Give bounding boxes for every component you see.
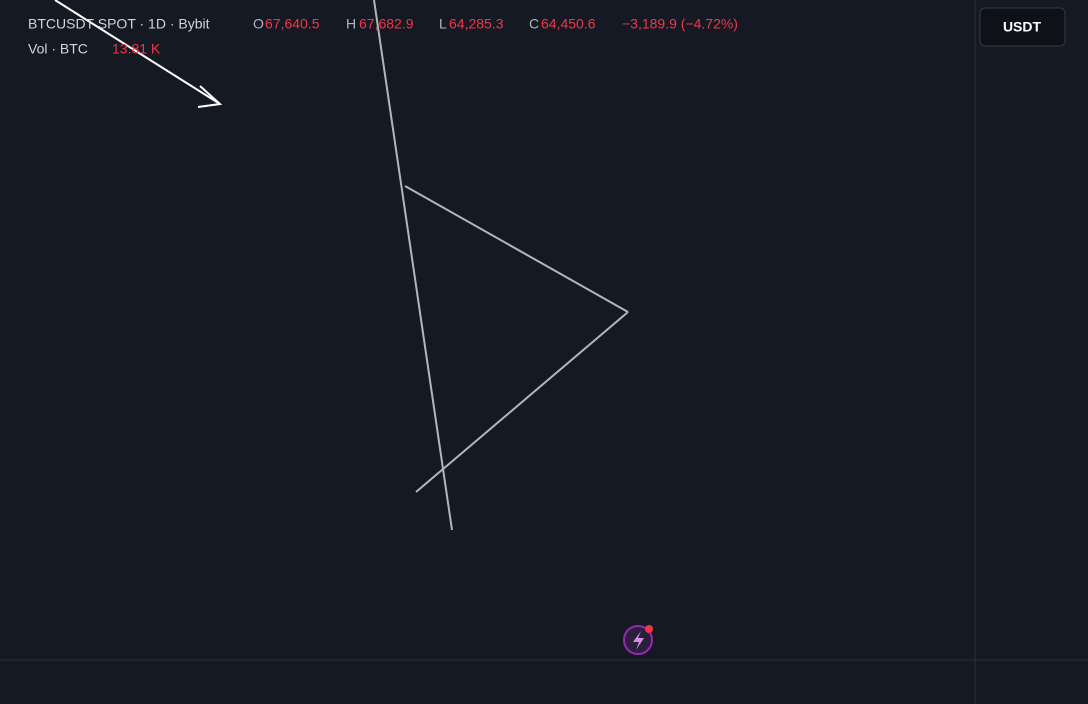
currency-button-box[interactable] [979,7,1066,47]
ohlc-key: H [346,16,356,32]
currency-button-label[interactable]: USDT [1003,19,1042,35]
header: BTCUSDT SPOT · 1D · Bybit O 67,640.5 H 6… [28,16,738,57]
alert-bolt [633,631,644,650]
arrow-line [54,0,221,105]
trend-line [373,0,453,531]
arrow-head [197,85,223,108]
drawings [54,0,653,655]
trend-line [415,311,629,493]
ohlc-value: 67,682.9 [359,16,414,32]
volume-value: 13.81 K [112,41,161,57]
change: −3,189.9 (−4.72%) [622,16,738,32]
volume-title: Vol · BTC [28,41,88,57]
ohlc-key: C [529,16,539,32]
symbol-title: BTCUSDT SPOT · 1D · Bybit [28,16,210,32]
ohlc-value: 67,640.5 [265,16,320,32]
alert-dot [645,625,653,633]
ohlc-key: L [439,16,447,32]
ohlc-key: O [253,16,264,32]
currency-button[interactable]: USDT [979,7,1066,47]
ohlc-value: 64,285.3 [449,16,504,32]
ohlc-value: 64,450.6 [541,16,596,32]
trend-line [404,185,629,313]
